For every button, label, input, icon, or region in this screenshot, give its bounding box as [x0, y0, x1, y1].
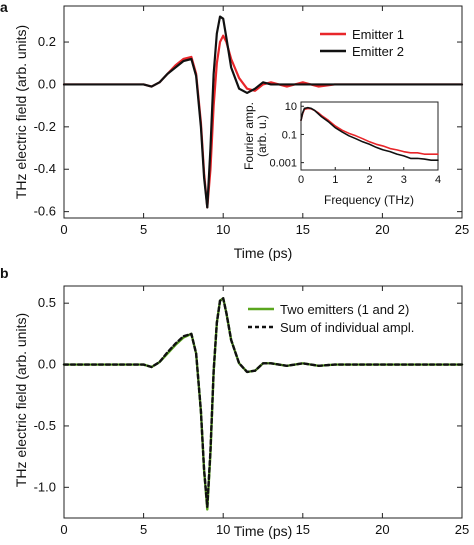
- panel-a-xtick-label: 15: [296, 222, 310, 237]
- inset-ticks: 0 1 2 3 4 10 0.1 0.001: [269, 101, 441, 186]
- panel-a-lines: [62, 15, 464, 209]
- panel-b-legend: Two emitters (1 and 2) Sum of individual…: [248, 302, 414, 335]
- panel-b-lines: [62, 297, 464, 511]
- panel-a-frame: [63, 5, 463, 219]
- panel-b-xtick-label: 20: [375, 522, 389, 537]
- inset-xtick-label: 3: [401, 174, 407, 186]
- panel-a: a 0 5 10 15 20 25-0.6-0.4-0.20.00.2 Time (ps)…: [0, 0, 469, 261]
- inset-spectrum: 0 1 2 3 4 10 0.1 0.001 Frequency (THz) Fourier …: [242, 101, 441, 207]
- panel-a-ytick-label: 0.2: [38, 34, 56, 49]
- inset-ytick-label: 0.001: [269, 158, 297, 170]
- panel-b-ytick-label: -0.5: [34, 418, 56, 433]
- panel-a-xtick-label: 10: [216, 222, 230, 237]
- panel-a-xtick-label: 25: [455, 222, 469, 237]
- panel-b-series-sum-of-individual-ampl: [62, 297, 464, 509]
- panel-a-series-emitter-2: [62, 15, 464, 209]
- legend-label-emitter-1: Emitter 1: [352, 27, 404, 42]
- legend-label-sum: Sum of individual ampl.: [280, 320, 414, 335]
- panel-b-xtick-label: 15: [296, 522, 310, 537]
- inset-series-emitter-2: [300, 106, 439, 161]
- panel-a-ytick-label: -0.2: [34, 119, 56, 134]
- legend-label-two-emitters: Two emitters (1 and 2): [280, 302, 409, 317]
- panel-a-xtick-label: 5: [140, 222, 147, 237]
- panel-a-xtick-label: 0: [60, 222, 67, 237]
- panel-a-ytick-label: -0.6: [34, 204, 56, 219]
- panel-b: b 0 5 10 15 20 25 -1.0 -0.5 0.0 0.5 Time (ps) THz…: [0, 265, 469, 539]
- inset-xtick-label: 2: [366, 174, 372, 186]
- panel-a-xlabel: Time (ps): [234, 245, 293, 261]
- panel-b-frame: [63, 285, 463, 519]
- inset-ylabel-line2: (arb. u.): [255, 115, 269, 157]
- panel-b-xtick-label: 10: [216, 522, 230, 537]
- panel-b-xtick-label: 5: [140, 522, 147, 537]
- panel-a-ticks: 0 5 10 15 20 25-0.6-0.4-0.20.00.2: [34, 6, 469, 237]
- inset-xtick-label: 0: [298, 174, 304, 186]
- panel-b-letter: b: [0, 265, 9, 281]
- panel-b-ytick-label: 0.5: [38, 295, 56, 310]
- panel-a-ylabel: THz electric field (arb. units): [13, 25, 29, 199]
- panel-b-ytick-label: 0.0: [38, 357, 56, 372]
- panel-a-legend: Emitter 1 Emitter 2: [320, 27, 404, 59]
- inset-xtick-label: 1: [332, 174, 338, 186]
- inset-ytick-label: 10: [285, 101, 297, 113]
- panel-b-ytick-label: -1.0: [34, 479, 56, 494]
- panel-a-ytick-label: -0.4: [34, 161, 56, 176]
- panel-b-ylabel: THz electric field (arb. units): [13, 313, 29, 487]
- panel-b-xlabel: Time (ps): [234, 523, 293, 539]
- inset-ylabel-line1: Fourier amp.: [242, 102, 256, 170]
- panel-a-ytick-label: 0.0: [38, 76, 56, 91]
- panel-a-xtick-label: 20: [375, 222, 389, 237]
- inset-lines: [300, 106, 439, 161]
- inset-frame: [300, 101, 439, 171]
- panel-a-letter: a: [0, 0, 8, 15]
- inset-xlabel: Frequency (THz): [324, 193, 414, 207]
- legend-label-emitter-2: Emitter 2: [352, 44, 404, 59]
- inset-ytick-label: 0.1: [282, 129, 297, 141]
- inset-xtick-label: 4: [435, 174, 441, 186]
- panel-b-xtick-label: 25: [455, 522, 469, 537]
- panel-b-ticks: 0 5 10 15 20 25 -1.0 -0.5 0.0 0.5: [34, 286, 469, 537]
- panel-b-xtick-label: 0: [60, 522, 67, 537]
